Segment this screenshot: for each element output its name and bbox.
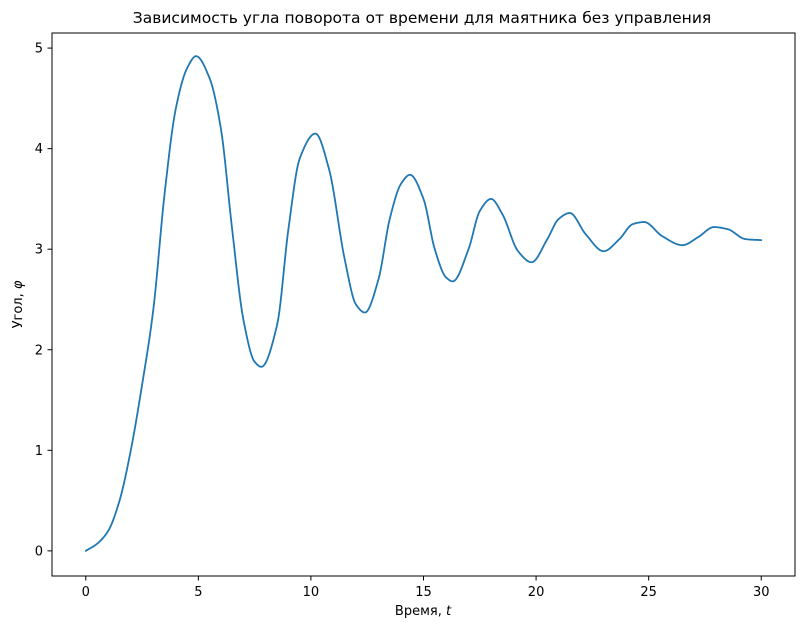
x-tick-label: 10 bbox=[303, 585, 320, 600]
y-tick-label: 4 bbox=[35, 142, 43, 157]
x-tick-label: 0 bbox=[82, 585, 90, 600]
axes-frame bbox=[51, 32, 796, 577]
series-line bbox=[84, 55, 763, 552]
y-tick-label: 2 bbox=[35, 343, 43, 358]
x-tick-label: 30 bbox=[753, 585, 770, 600]
x-tick-label: 5 bbox=[194, 585, 202, 600]
y-tick-label: 3 bbox=[35, 243, 43, 258]
x-axis-label: Время, t bbox=[395, 604, 452, 619]
y-axis-label: Угол, φ bbox=[11, 280, 26, 328]
y-tick-label: 5 bbox=[35, 42, 43, 57]
y-axis: 0 1 2 3 4 5 bbox=[35, 42, 52, 559]
chart-title: Зависимость угла поворота от времени для… bbox=[133, 9, 711, 27]
series-group bbox=[84, 55, 763, 552]
x-tick-label: 25 bbox=[640, 585, 657, 600]
y-tick-label: 1 bbox=[35, 444, 43, 459]
plot-area: 0 5 10 15 20 25 30 0 1 2 3 4 5 bbox=[35, 32, 796, 600]
x-tick-label: 20 bbox=[528, 585, 545, 600]
x-tick-label: 15 bbox=[415, 585, 432, 600]
y-tick-label: 0 bbox=[35, 544, 43, 559]
x-axis: 0 5 10 15 20 25 30 bbox=[82, 576, 770, 600]
